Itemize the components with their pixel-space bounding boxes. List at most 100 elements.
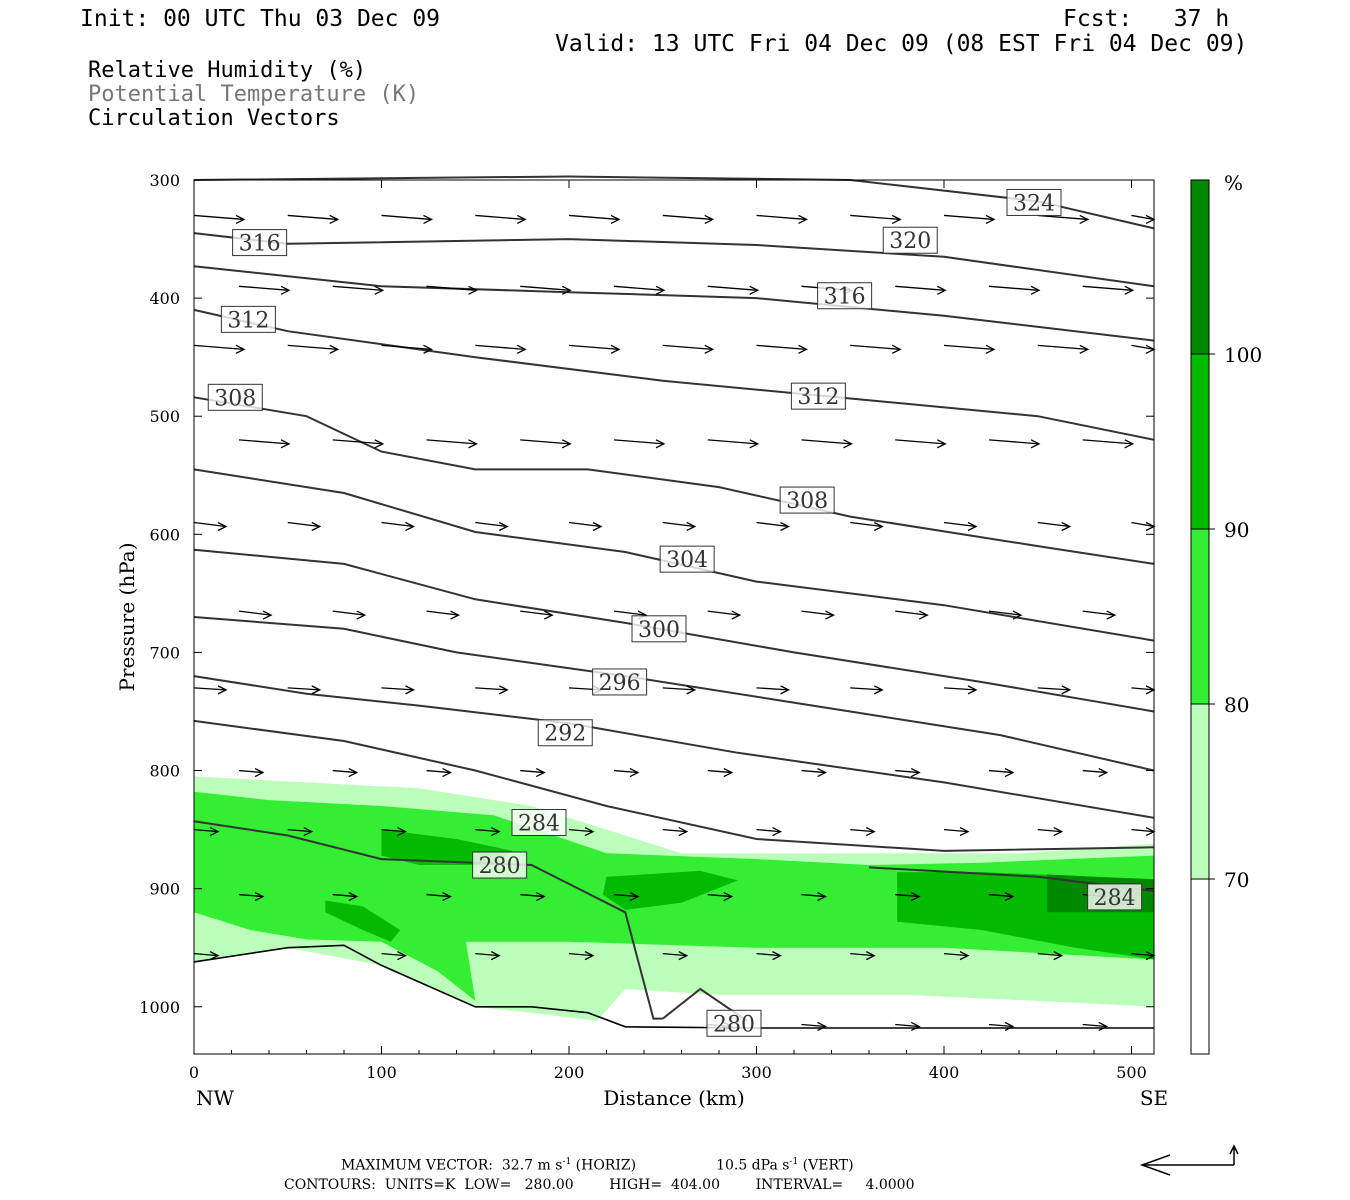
- vector-head: [749, 439, 760, 449]
- contour-info: CONTOURS: UNITS=K LOW= 280.00 HIGH= 404.…: [284, 1177, 915, 1193]
- vector-head: [262, 610, 273, 620]
- isentrope-label: 284: [511, 809, 567, 837]
- vector-head: [1124, 439, 1135, 449]
- vector-head: [891, 344, 902, 354]
- vector-shaft: [475, 952, 500, 957]
- circulation-vector: [707, 285, 760, 295]
- circulation-vector: [193, 214, 246, 225]
- circulation-vector: [475, 685, 509, 695]
- vector-head: [405, 521, 415, 532]
- isentrope-label-box: [790, 382, 846, 410]
- vector-head: [516, 344, 527, 354]
- vector-head: [959, 951, 970, 961]
- circulation-vector: [287, 685, 322, 695]
- vector-head: [843, 439, 853, 449]
- x-tick-label: 100: [366, 1063, 397, 1082]
- circulation-vector: [988, 767, 1015, 778]
- colorbar: 70 80 90 100: [1190, 179, 1262, 1055]
- vector-head: [311, 685, 322, 695]
- isentrope-label: 312: [790, 382, 846, 410]
- vector-shaft: [1082, 439, 1133, 445]
- vector-head: [498, 685, 509, 695]
- circulation-vector: [988, 1021, 1015, 1032]
- vector-head: [348, 767, 359, 778]
- isentrope-label-box: [631, 615, 687, 643]
- vector-head: [1030, 439, 1041, 449]
- isentrope-label-box: [511, 809, 567, 837]
- circulation-vector: [381, 685, 415, 695]
- vector-head: [535, 891, 546, 902]
- vector-head: [985, 344, 996, 354]
- circulation-vector: [801, 439, 853, 449]
- isentrope-label-text: 316: [824, 285, 866, 310]
- plot-frame: [193, 179, 1155, 1055]
- circulation-vector: [895, 1021, 921, 1032]
- isentrope-label-text: 280: [713, 1012, 755, 1037]
- isentrope-label-box: [1087, 883, 1143, 911]
- vector-head: [423, 344, 433, 354]
- vector-head: [772, 827, 782, 837]
- isentrope-label: 284: [1087, 883, 1143, 911]
- vector-shaft: [895, 439, 946, 445]
- colorbar-band: [1191, 529, 1209, 704]
- circulation-vector: [895, 891, 921, 902]
- vector-head: [498, 521, 509, 532]
- circulation-vector: [426, 439, 478, 449]
- isentrope-label-text: 292: [544, 722, 586, 747]
- circulation-vector: [1037, 344, 1090, 354]
- circulation-vector: [193, 521, 228, 532]
- isentrope-label-text: 300: [638, 618, 680, 643]
- vector-head: [629, 891, 640, 902]
- y-tick-label: 500: [149, 407, 180, 426]
- circulation-vector: [662, 685, 697, 695]
- vector-shaft: [1082, 285, 1133, 291]
- circulation-vector: [475, 521, 509, 532]
- circulation-vector: [193, 827, 220, 837]
- vector-head: [655, 439, 666, 449]
- vector-shaft: [662, 214, 713, 221]
- circulation-vector: [756, 521, 790, 532]
- vector-shaft: [1037, 344, 1088, 350]
- circulation-vector: [707, 610, 742, 620]
- circulation-vector: [756, 827, 782, 837]
- isentrope-label-text: 312: [797, 385, 839, 410]
- vector-head: [209, 951, 220, 961]
- vector-shaft: [988, 769, 1014, 774]
- vector-shaft: [1037, 214, 1088, 221]
- vector-head: [442, 891, 452, 902]
- circulation-vector: [613, 891, 640, 902]
- circulation-vector: [520, 285, 572, 295]
- y-tick-label: 300: [149, 171, 180, 190]
- vector-head: [254, 891, 265, 902]
- vector-head: [798, 344, 808, 354]
- circulation-vector: [1082, 610, 1117, 620]
- vector-head: [423, 214, 433, 225]
- circulation-vector: [895, 767, 921, 778]
- circulation-vector: [895, 439, 947, 449]
- circulation-vector: [381, 827, 407, 837]
- colorbar-band: [1191, 180, 1209, 354]
- vector-shaft: [801, 1023, 826, 1028]
- vector-shaft: [613, 769, 639, 774]
- vector-head: [1030, 285, 1041, 295]
- isentrope-label-text: 284: [1094, 886, 1136, 911]
- vector-head: [817, 891, 827, 902]
- vector-head: [1079, 344, 1090, 354]
- vector-head: [865, 951, 876, 961]
- vector-head: [678, 827, 689, 837]
- circulation-vector: [238, 610, 273, 620]
- vector-shaft: [287, 687, 320, 691]
- vector-shaft: [895, 610, 928, 616]
- vector-head: [468, 439, 478, 449]
- isentrope-label-box: [779, 486, 835, 514]
- vector-shaft: [895, 285, 946, 291]
- circulation-vector: [238, 767, 265, 778]
- vector-head: [356, 610, 367, 620]
- vector-head: [450, 610, 460, 620]
- reference-vector-icon: [1139, 1144, 1239, 1176]
- circulation-vector: [943, 827, 970, 837]
- vector-head: [442, 767, 452, 778]
- circulation-vector: [287, 344, 340, 354]
- vector-shaft: [381, 952, 406, 957]
- isentrope-label-box: [220, 305, 276, 333]
